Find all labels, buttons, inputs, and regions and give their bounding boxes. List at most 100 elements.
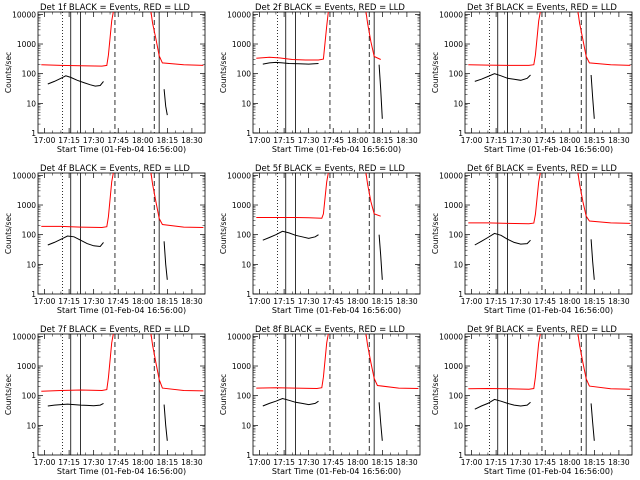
- lld-series-line: [150, 172, 204, 228]
- y-tick-label: 100: [449, 231, 464, 240]
- y-tick-label: 1000: [232, 201, 251, 210]
- x-tick-label: 18:00: [132, 136, 154, 145]
- y-axis-label: Counts/sec: [219, 374, 228, 415]
- x-tick-label: 17:45: [534, 297, 556, 306]
- x-tick-label: 17:45: [534, 136, 556, 145]
- plot-frame: [252, 333, 421, 456]
- y-tick-label: 10: [241, 99, 251, 108]
- events-series-line: [474, 73, 531, 82]
- y-tick-label: 100: [237, 231, 252, 240]
- x-tick-label: 18:15: [157, 297, 179, 306]
- x-tick-label: 17:00: [461, 136, 483, 145]
- events-series-line: [163, 89, 168, 116]
- y-tick-label: 100: [449, 392, 464, 401]
- x-tick-label: 17:00: [461, 297, 483, 306]
- x-tick-label: 18:30: [608, 458, 630, 467]
- x-tick-label: 17:30: [83, 297, 105, 306]
- x-tick-label: 18:30: [608, 136, 630, 145]
- events-series-line: [47, 75, 104, 87]
- plot-frame: [37, 11, 206, 134]
- x-tick-label: 17:15: [273, 458, 295, 467]
- x-axis-label: Start Time (01-Feb-04 16:56:00): [272, 145, 401, 154]
- events-series-line: [378, 402, 383, 441]
- x-tick-label: 17:15: [485, 136, 507, 145]
- lld-series-line: [256, 11, 329, 61]
- x-tick-label: 17:15: [485, 297, 507, 306]
- y-tick-label: 10: [453, 421, 463, 430]
- x-tick-label: 18:15: [157, 458, 179, 467]
- x-tick-label: 18:00: [132, 297, 154, 306]
- lld-series-line: [41, 333, 114, 392]
- plot-frame: [464, 172, 633, 295]
- chart-panel-4: Det 4f BLACK = Events, RED = LLD 1 10 100 10…: [4, 164, 206, 315]
- y-tick-label: 1: [31, 290, 36, 299]
- events-series-line: [474, 232, 531, 246]
- x-tick-label: 18:15: [584, 297, 606, 306]
- chart-panel-3: Det 3f BLACK = Events, RED = LLD 1 10 100 10…: [431, 3, 633, 154]
- y-axis-label: Counts/sec: [4, 52, 13, 93]
- x-tick-label: 17:00: [249, 136, 271, 145]
- y-tick-label: 10000: [439, 332, 463, 341]
- y-axis-label: Counts/sec: [219, 52, 228, 93]
- events-series-line: [47, 402, 104, 407]
- y-tick-label: 10: [241, 260, 251, 269]
- y-tick-label: 10: [26, 99, 36, 108]
- plot-frame: [37, 172, 206, 295]
- chart-title: Det 9f BLACK = Events, RED = LLD: [467, 325, 617, 335]
- x-tick-label: 17:45: [107, 458, 129, 467]
- x-tick-label: 17:00: [249, 458, 271, 467]
- y-tick-label: 1: [31, 451, 36, 460]
- y-axis-label: Counts/sec: [4, 374, 13, 415]
- y-tick-label: 10: [241, 421, 251, 430]
- x-tick-label: 18:00: [132, 458, 154, 467]
- y-tick-label: 1: [31, 129, 36, 138]
- events-series-line: [163, 404, 168, 441]
- y-tick-label: 100: [22, 231, 37, 240]
- events-series-line: [262, 61, 319, 65]
- y-tick-label: 10: [453, 260, 463, 269]
- y-axis-label: Counts/sec: [219, 213, 228, 254]
- x-tick-label: 17:30: [83, 458, 105, 467]
- x-tick-label: 17:15: [485, 458, 507, 467]
- x-tick-label: 17:00: [249, 297, 271, 306]
- events-series-line: [590, 403, 595, 441]
- lld-series-line: [468, 172, 541, 225]
- y-tick-label: 1: [246, 451, 251, 460]
- x-tick-label: 17:15: [58, 297, 80, 306]
- x-axis-label: Start Time (01-Feb-04 16:56:00): [272, 306, 401, 315]
- y-tick-label: 1000: [17, 201, 36, 210]
- x-axis-label: Start Time (01-Feb-04 16:56:00): [484, 145, 613, 154]
- x-tick-label: 17:30: [298, 136, 320, 145]
- events-series-line: [262, 397, 319, 407]
- y-tick-label: 100: [22, 70, 37, 79]
- y-tick-label: 1: [458, 290, 463, 299]
- x-tick-label: 17:45: [322, 136, 344, 145]
- y-tick-label: 100: [449, 70, 464, 79]
- y-tick-label: 10000: [227, 171, 251, 180]
- events-series-line: [378, 64, 383, 119]
- chart-panel-5: Det 5f BLACK = Events, RED = LLD 1 10 100 10…: [219, 164, 421, 315]
- plot-frame: [252, 172, 421, 295]
- x-tick-label: 17:45: [107, 136, 129, 145]
- y-tick-label: 10: [26, 421, 36, 430]
- x-tick-label: 18:00: [347, 458, 369, 467]
- y-tick-label: 1000: [232, 362, 251, 371]
- chart-panel-9: Det 9f BLACK = Events, RED = LLD 1 10 100 10…: [431, 325, 633, 476]
- events-series-line: [590, 239, 595, 280]
- chart-title: Det 7f BLACK = Events, RED = LLD: [40, 325, 190, 335]
- y-tick-label: 10000: [227, 10, 251, 19]
- y-tick-label: 1000: [232, 40, 251, 49]
- y-tick-label: 10000: [439, 171, 463, 180]
- chart-panel-2: Det 2f BLACK = Events, RED = LLD 1 10 100 10…: [219, 3, 421, 154]
- x-tick-label: 18:30: [181, 458, 203, 467]
- plot-frame: [464, 11, 633, 134]
- y-tick-label: 1: [458, 129, 463, 138]
- x-tick-label: 18:00: [347, 297, 369, 306]
- events-series-line: [378, 234, 383, 280]
- chart-panel-8: Det 8f BLACK = Events, RED = LLD 1 10 100 10…: [219, 325, 421, 476]
- x-tick-label: 17:00: [34, 458, 56, 467]
- y-tick-label: 1: [246, 129, 251, 138]
- x-axis-label: Start Time (01-Feb-04 16:56:00): [272, 467, 401, 476]
- x-tick-label: 17:30: [83, 136, 105, 145]
